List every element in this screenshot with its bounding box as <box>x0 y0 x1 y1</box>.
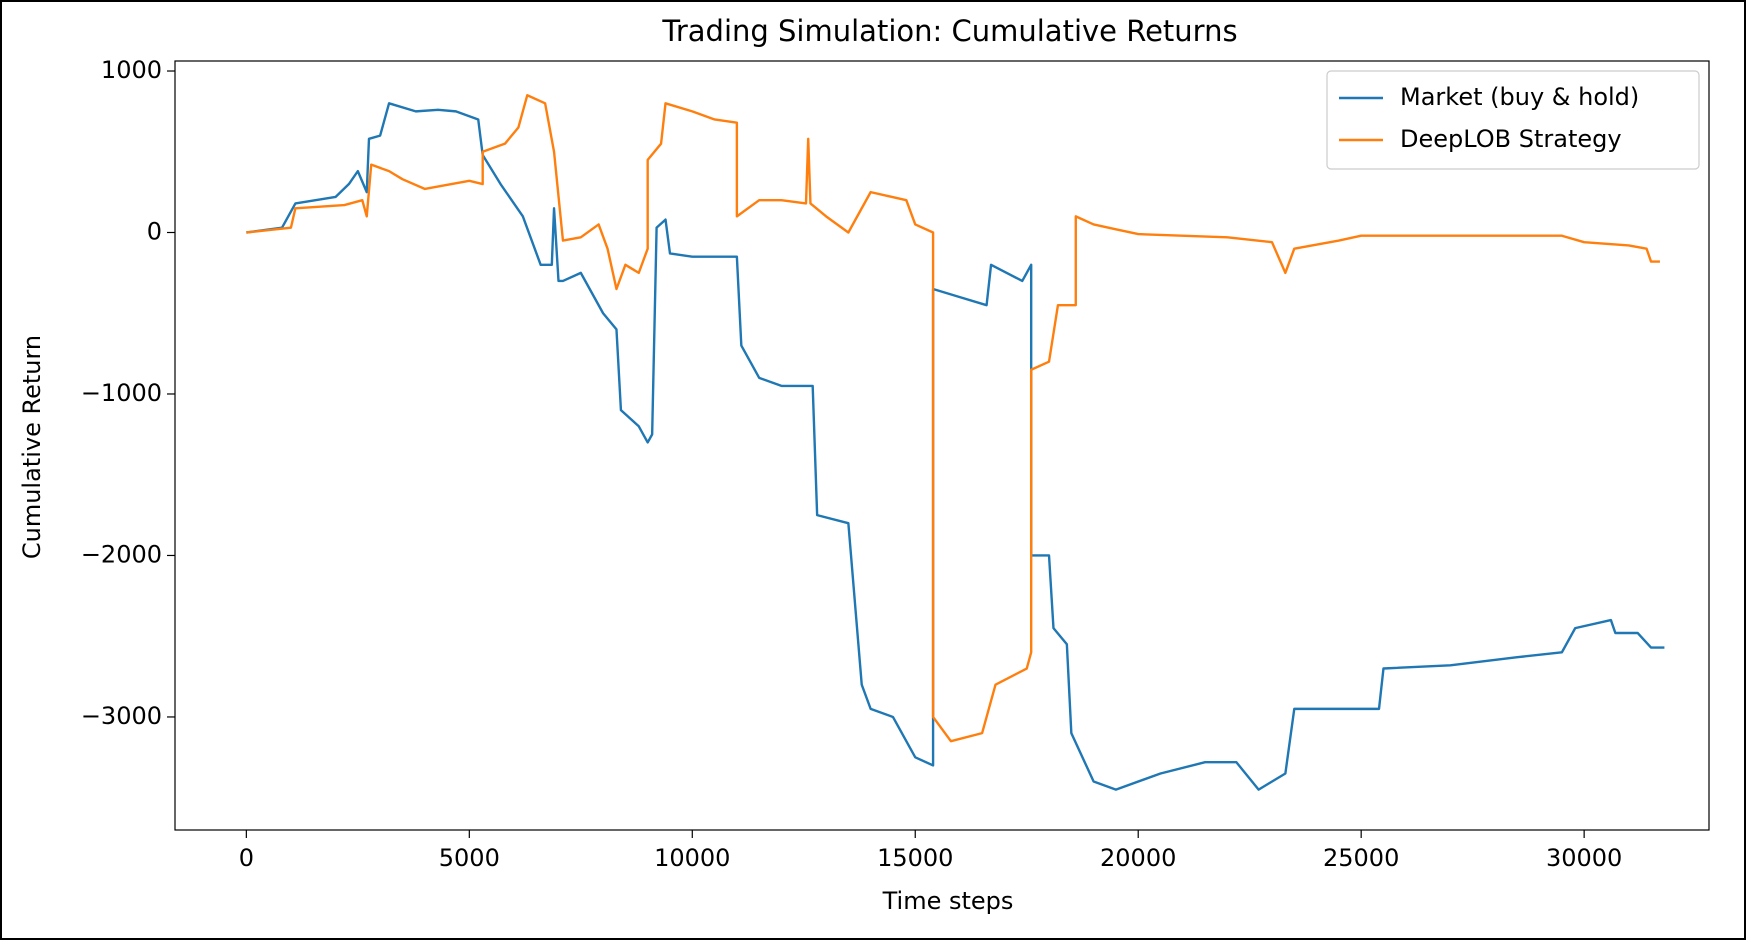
y-tick-label: 1000 <box>101 56 162 84</box>
y-tick-label: 0 <box>147 217 162 245</box>
x-axis-label: Time steps <box>882 887 1014 915</box>
y-tick-label: −3000 <box>81 702 162 730</box>
y-axis-label: Cumulative Return <box>18 335 46 559</box>
y-tick-label: −2000 <box>81 540 162 568</box>
x-tick-label: 30000 <box>1546 844 1622 872</box>
x-tick-label: 0 <box>239 844 254 872</box>
x-tick-label: 10000 <box>654 844 730 872</box>
series-line <box>246 94 1660 743</box>
legend-box <box>1326 70 1700 170</box>
chart-title: Trading Simulation: Cumulative Returns <box>661 14 1237 48</box>
x-tick-label: 15000 <box>877 844 953 872</box>
series-line <box>246 102 1665 791</box>
plot-frame <box>174 60 1710 831</box>
legend-label: Market (buy & hold) <box>1400 83 1639 111</box>
x-tick-label: 25000 <box>1323 844 1399 872</box>
legend-label: DeepLOB Strategy <box>1400 125 1622 153</box>
legend: Market (buy & hold) DeepLOB Strategy <box>1326 70 1700 170</box>
x-tick-label: 5000 <box>439 844 500 872</box>
y-tick-label: −1000 <box>81 379 162 407</box>
x-tick-label: 20000 <box>1100 844 1176 872</box>
